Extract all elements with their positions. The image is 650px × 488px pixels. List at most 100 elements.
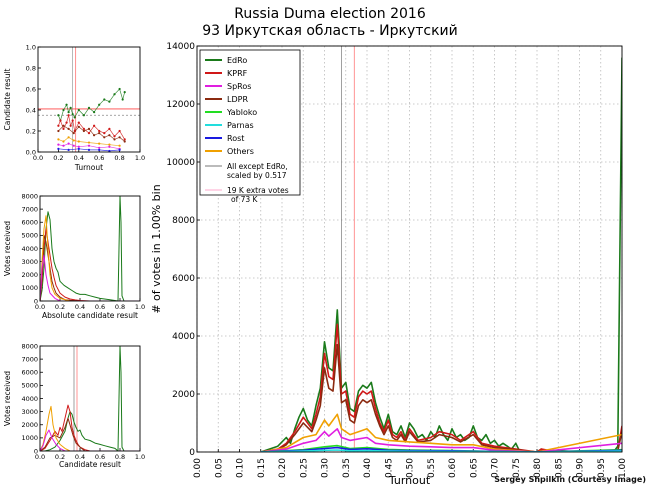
scatter-point-kprf (123, 138, 126, 141)
y-tick-label: 2000 (21, 271, 38, 279)
y-tick-label: 6000 (21, 219, 38, 227)
series-line-spros (40, 429, 140, 451)
x-tick-label: 0.35 (342, 458, 352, 478)
scatter-point-ldpr (67, 127, 70, 130)
y-tick-label: 7000 (21, 205, 38, 213)
x-axis-label: Turnout (388, 474, 431, 487)
x-tick-label: 0.80 (533, 458, 543, 478)
scatter-point-edro (108, 100, 111, 103)
scatter-point-edro (113, 93, 116, 96)
scatter-point-rost (98, 148, 101, 151)
scatter-point-ldpr (72, 132, 75, 135)
scatter-point-kprf (93, 124, 96, 127)
scatter-point-spros (67, 142, 70, 145)
scatter-point-rost (118, 148, 121, 151)
scatter-point-ldpr (108, 134, 111, 137)
y-tick-label: 0.8 (26, 64, 36, 72)
x-tick-label: 0.05 (214, 458, 224, 478)
scatter-point-ldpr (57, 129, 60, 133)
x-tick-label: 0.6 (95, 453, 105, 461)
inset3-plot: 0.0 0.2 0.4 0.6 0.8 1.0 0 1000 2000 3000 4000 5000 6… (3, 342, 145, 469)
scatter-point-kprf (57, 124, 60, 127)
inset1-plot: 0.0 0.2 0.4 0.6 0.8 1.0 0.0 0.2 0.4 0.6 0.8 1.0 Turn… (3, 43, 145, 172)
series-line-kprf (260, 323, 622, 452)
y-tick-label: 5000 (21, 232, 38, 240)
y-tick-label: 0.2 (26, 127, 36, 135)
title-line-1: Russia Duma election 2016 (234, 6, 426, 22)
x-tick-label: 0.8 (114, 154, 124, 162)
scatter-point-kprf (82, 127, 85, 130)
scatter-point-edro (121, 98, 124, 101)
x-tick-label: 0.8 (115, 303, 125, 311)
inset2-series-group (40, 196, 140, 301)
x-tick-label: 0.8 (115, 453, 125, 461)
legend-label-ldpr: LDPR (227, 95, 248, 104)
x-tick-label: 0.15 (257, 458, 267, 478)
y-tick-label: 0.0 (26, 148, 36, 156)
legend-label-others: Others (227, 147, 254, 156)
y-tick-label: 0.4 (26, 106, 36, 114)
scatter-point-ldpr (118, 136, 121, 139)
y-tick-label: 1000 (21, 434, 38, 442)
x-tick-label: 0.6 (94, 154, 104, 162)
y-tick-label: 8000 (21, 342, 38, 350)
legend-label-kprf: KPRF (227, 69, 248, 78)
legend: EdRo KPRF SpRos LDPR Yabloko Parnas Rost Others… (199, 49, 301, 204)
scatter-point-edro (82, 114, 85, 117)
scatter-point-kprf (118, 129, 121, 133)
series-trace-kprf (58, 115, 125, 140)
y-tick-label: 5000 (21, 382, 38, 390)
scatter-point-spros (98, 146, 101, 149)
scatter-point-edro (67, 111, 70, 114)
scatter-point-spros (57, 143, 60, 146)
x-tick-label: 0.4 (74, 154, 84, 162)
scatter-point-ldpr (87, 127, 91, 130)
scatter-point-ldpr (93, 134, 96, 137)
scatter-point-others (62, 140, 65, 143)
x-tick-label: 0.25 (299, 458, 309, 478)
scatter-point-kprf (62, 127, 65, 130)
main-plot: 0.00 0.05 0.10 0.15 0.20 0.25 0.30 0.35 0.40 0.45… (150, 42, 628, 487)
x-tick-label: 0.45 (384, 458, 394, 478)
scatter-point-edro (123, 91, 126, 94)
x-tick-label: 0.2 (55, 303, 65, 311)
inset3-series-group (40, 346, 140, 451)
series-line-kprf (40, 404, 140, 451)
inset1-frame (37, 46, 141, 153)
y-tick-label: 12000 (166, 100, 195, 110)
series-line-others (40, 405, 140, 451)
legend-label-yabloko: Yabloko (226, 108, 257, 117)
series-line-ldpr (260, 343, 622, 452)
y-tick-label: 4000 (21, 245, 38, 253)
scatter-point-edro (62, 108, 65, 112)
scatter-point-edro (57, 114, 60, 117)
scatter-point-edro (98, 103, 101, 106)
y-tick-label: 3000 (21, 258, 38, 266)
scatter-point-edro (93, 111, 96, 114)
scatter-point-rost (77, 147, 80, 150)
scatter-point-kprf (87, 132, 91, 135)
scatter-point-edro (87, 106, 91, 109)
series-line-spros (260, 427, 622, 452)
x-tick-label: 0.0 (33, 154, 43, 162)
x-axis-label: Turnout (74, 163, 103, 172)
scatter-point-rost (108, 149, 111, 152)
x-tick-label: 0.65 (469, 458, 479, 478)
scatter-point-edro (73, 116, 76, 119)
y-tick-label: 8000 (21, 192, 38, 200)
image-credit: Sergey Shpilkin (Courtesy Image) (494, 475, 646, 484)
scatter-point-edro (71, 113, 74, 116)
x-tick-label: 0.95 (597, 458, 607, 478)
x-tick-label: 0.6 (95, 303, 105, 311)
main-series-group (260, 57, 622, 452)
x-tick-label: 1.0 (135, 154, 145, 162)
scatter-point-spros (77, 145, 80, 148)
x-tick-label: 0.50 (406, 458, 416, 478)
scatter-point-ldpr (62, 124, 65, 127)
series-line-spros (40, 254, 140, 301)
scatter-point-ldpr (103, 136, 106, 139)
x-tick-label: 0.85 (554, 458, 564, 478)
legend-label-rost: Rost (227, 134, 244, 143)
scatter-point-ldpr (82, 129, 85, 133)
series-line-edro (40, 346, 140, 451)
